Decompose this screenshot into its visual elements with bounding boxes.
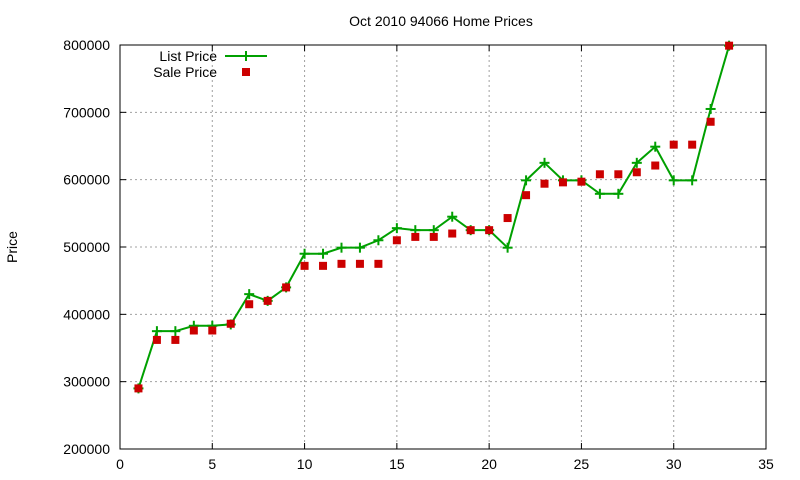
- list-price-marker: [668, 175, 679, 186]
- legend-square-sample: [242, 68, 250, 76]
- sale-price-point: [189, 326, 198, 335]
- sale-price-point: [392, 236, 401, 245]
- list-price-marker: [539, 157, 550, 168]
- list-price-marker: [447, 211, 458, 222]
- sale-price-point: [429, 232, 438, 241]
- y-tick-label: 500000: [63, 239, 110, 255]
- sale-price-point: [411, 232, 420, 241]
- sale-price-point: [540, 179, 549, 188]
- list-price-marker: [613, 188, 624, 199]
- sale-price-point: [355, 259, 364, 268]
- sale-price-point: [577, 177, 586, 186]
- sale-price-point: [632, 168, 641, 177]
- series-list-price: [133, 40, 735, 394]
- sale-price-point: [522, 191, 531, 200]
- x-tick-label: 30: [666, 456, 682, 472]
- legend-label: Sale Price: [153, 64, 217, 80]
- list-price-line: [137, 45, 731, 389]
- list-price-marker: [373, 235, 384, 246]
- series-sale-price: [134, 41, 734, 393]
- list-price-marker: [151, 326, 162, 337]
- list-price-marker: [170, 326, 181, 337]
- sale-price-point: [688, 140, 697, 149]
- list-price-marker: [391, 223, 402, 234]
- list-price-marker: [502, 242, 513, 253]
- list-price-marker: [336, 242, 347, 253]
- list-price-marker: [241, 51, 251, 61]
- list-price-marker: [687, 175, 698, 186]
- sale-price-point: [337, 259, 346, 268]
- sale-price-point: [152, 335, 161, 344]
- list-price-marker: [521, 175, 532, 186]
- sale-price-point: [226, 319, 235, 328]
- sale-price-point: [466, 226, 475, 235]
- x-tick-label: 20: [481, 456, 497, 472]
- sale-price-point: [282, 283, 291, 292]
- x-tick-label: 35: [758, 456, 774, 472]
- y-tick-label: 800000: [63, 37, 110, 53]
- chart-title: Oct 2010 94066 Home Prices: [349, 13, 533, 29]
- sale-price-point: [614, 170, 623, 179]
- tick-labels: 0 5 10 15 20 25 30 35 200000 300000 400000 500000 60…: [63, 37, 774, 472]
- list-price-marker: [299, 248, 310, 259]
- axes-ticks: [119, 44, 767, 450]
- list-price-marker: [650, 141, 661, 152]
- y-tick-label: 300000: [63, 374, 110, 390]
- sale-price-point: [706, 117, 715, 126]
- sale-price-point: [651, 161, 660, 170]
- sale-price-point: [595, 170, 604, 179]
- sale-price-point: [208, 326, 217, 335]
- y-tick-label: 400000: [63, 306, 110, 322]
- x-tick-label: 10: [297, 456, 313, 472]
- y-tick-label: 700000: [63, 104, 110, 120]
- sale-price-point: [558, 178, 567, 187]
- x-tick-label: 5: [208, 456, 216, 472]
- list-price-marker: [594, 188, 605, 199]
- sale-price-point: [725, 41, 734, 50]
- series-layer: [133, 40, 735, 394]
- x-tick-label: 15: [389, 456, 405, 472]
- sale-price-point: [319, 261, 328, 270]
- sale-price-point: [300, 261, 309, 270]
- sale-price-point: [485, 226, 494, 235]
- sale-price-point: [669, 140, 678, 149]
- list-price-marker: [705, 103, 716, 114]
- y-tick-label: 600000: [63, 172, 110, 188]
- sale-price-point: [263, 296, 272, 305]
- y-axis-label: Price: [4, 231, 20, 263]
- legend-label: List Price: [159, 48, 217, 64]
- list-price-marker: [318, 248, 329, 259]
- y-tick-label: 200000: [63, 441, 110, 457]
- sale-price-point: [171, 335, 180, 344]
- sale-price-point: [245, 300, 254, 309]
- x-tick-label: 25: [574, 456, 590, 472]
- list-price-marker: [354, 242, 365, 253]
- sale-price-point: [448, 229, 457, 238]
- list-price-marker: [631, 157, 642, 168]
- list-price-marker: [244, 289, 255, 300]
- x-tick-label: 0: [116, 456, 124, 472]
- grid: [120, 45, 766, 449]
- sale-price-point: [503, 214, 512, 223]
- sale-price-point: [134, 384, 143, 393]
- sale-price-point: [374, 259, 383, 268]
